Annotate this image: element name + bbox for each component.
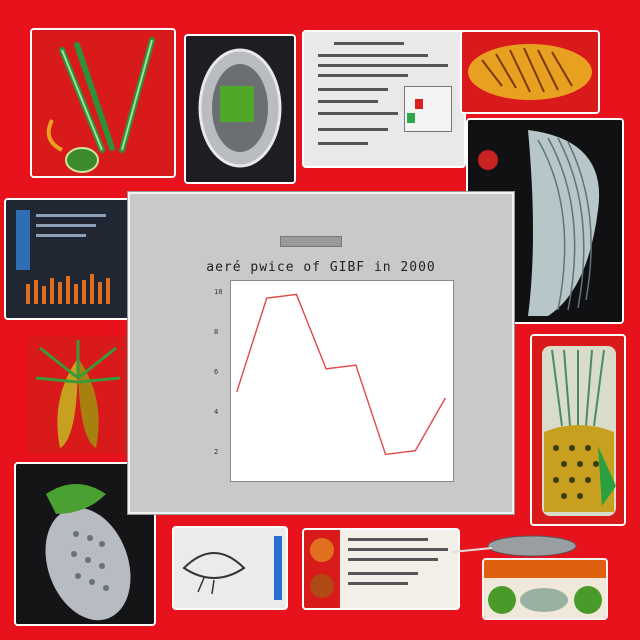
data-point (236, 390, 238, 392)
doc-line (318, 112, 398, 115)
cucumber-tile[interactable] (14, 462, 156, 626)
cucumber-icon (16, 464, 154, 624)
seed-icon (186, 36, 294, 182)
document-screenshot-tile[interactable] (302, 30, 466, 168)
doc-line (318, 74, 408, 77)
data-point (325, 368, 327, 370)
doc-table (404, 86, 452, 132)
recipe-icon (304, 530, 458, 608)
plot-area (230, 280, 454, 482)
striped-leaf-tile[interactable] (460, 30, 600, 114)
doc-line (318, 88, 388, 91)
doc-line (318, 128, 388, 131)
fish-sketch-tile[interactable] (172, 526, 288, 610)
chart-title: aeré pwice of GIBF in 2000 (206, 260, 436, 275)
asparagus-illustration-tile[interactable] (30, 28, 176, 178)
y-tick-label: 10 (214, 288, 223, 296)
y-tick-label: 2 (214, 448, 219, 456)
x-ticks (232, 486, 452, 496)
seed-pod-illustration-tile[interactable] (184, 34, 296, 184)
doc-line (318, 142, 368, 145)
jar-icon (532, 336, 624, 524)
y-tick-label: 6 (214, 368, 219, 376)
chart-window[interactable]: aeré pwice of GIBF in 2000 10 8 6 4 2 (128, 192, 514, 514)
doc-line (318, 100, 378, 103)
data-point (265, 297, 268, 299)
doc-line (334, 42, 404, 45)
y-tick-label: 4 (214, 408, 219, 416)
data-point (414, 449, 417, 452)
green-plant-tile[interactable] (28, 336, 128, 454)
vegetable-icon (32, 30, 174, 176)
data-point (444, 397, 446, 400)
doc-table-green-cell (407, 113, 415, 123)
y-tick-label: 8 (214, 328, 219, 336)
doc-table-red-cell (415, 99, 423, 109)
chart-window-header-bar[interactable] (280, 236, 342, 247)
vegetable-row-icon (484, 560, 606, 618)
vegetable-row-tile[interactable] (482, 558, 608, 620)
bar-chart-icon (6, 200, 128, 318)
floating-pickle-sketch (452, 535, 577, 557)
doc-line (318, 54, 428, 57)
line-chart-svg (236, 293, 446, 456)
plant-icon (30, 338, 126, 452)
recipe-card-tile[interactable] (302, 528, 460, 610)
data-point (355, 364, 357, 366)
series-line (236, 293, 446, 456)
fish-icon (174, 528, 286, 608)
pineapple-jar-tile[interactable] (530, 334, 626, 526)
bar-chart-screen-tile[interactable] (4, 198, 130, 320)
leaf-icon (462, 32, 598, 112)
data-point (295, 293, 298, 296)
data-point (384, 453, 387, 456)
doc-line (318, 64, 448, 67)
